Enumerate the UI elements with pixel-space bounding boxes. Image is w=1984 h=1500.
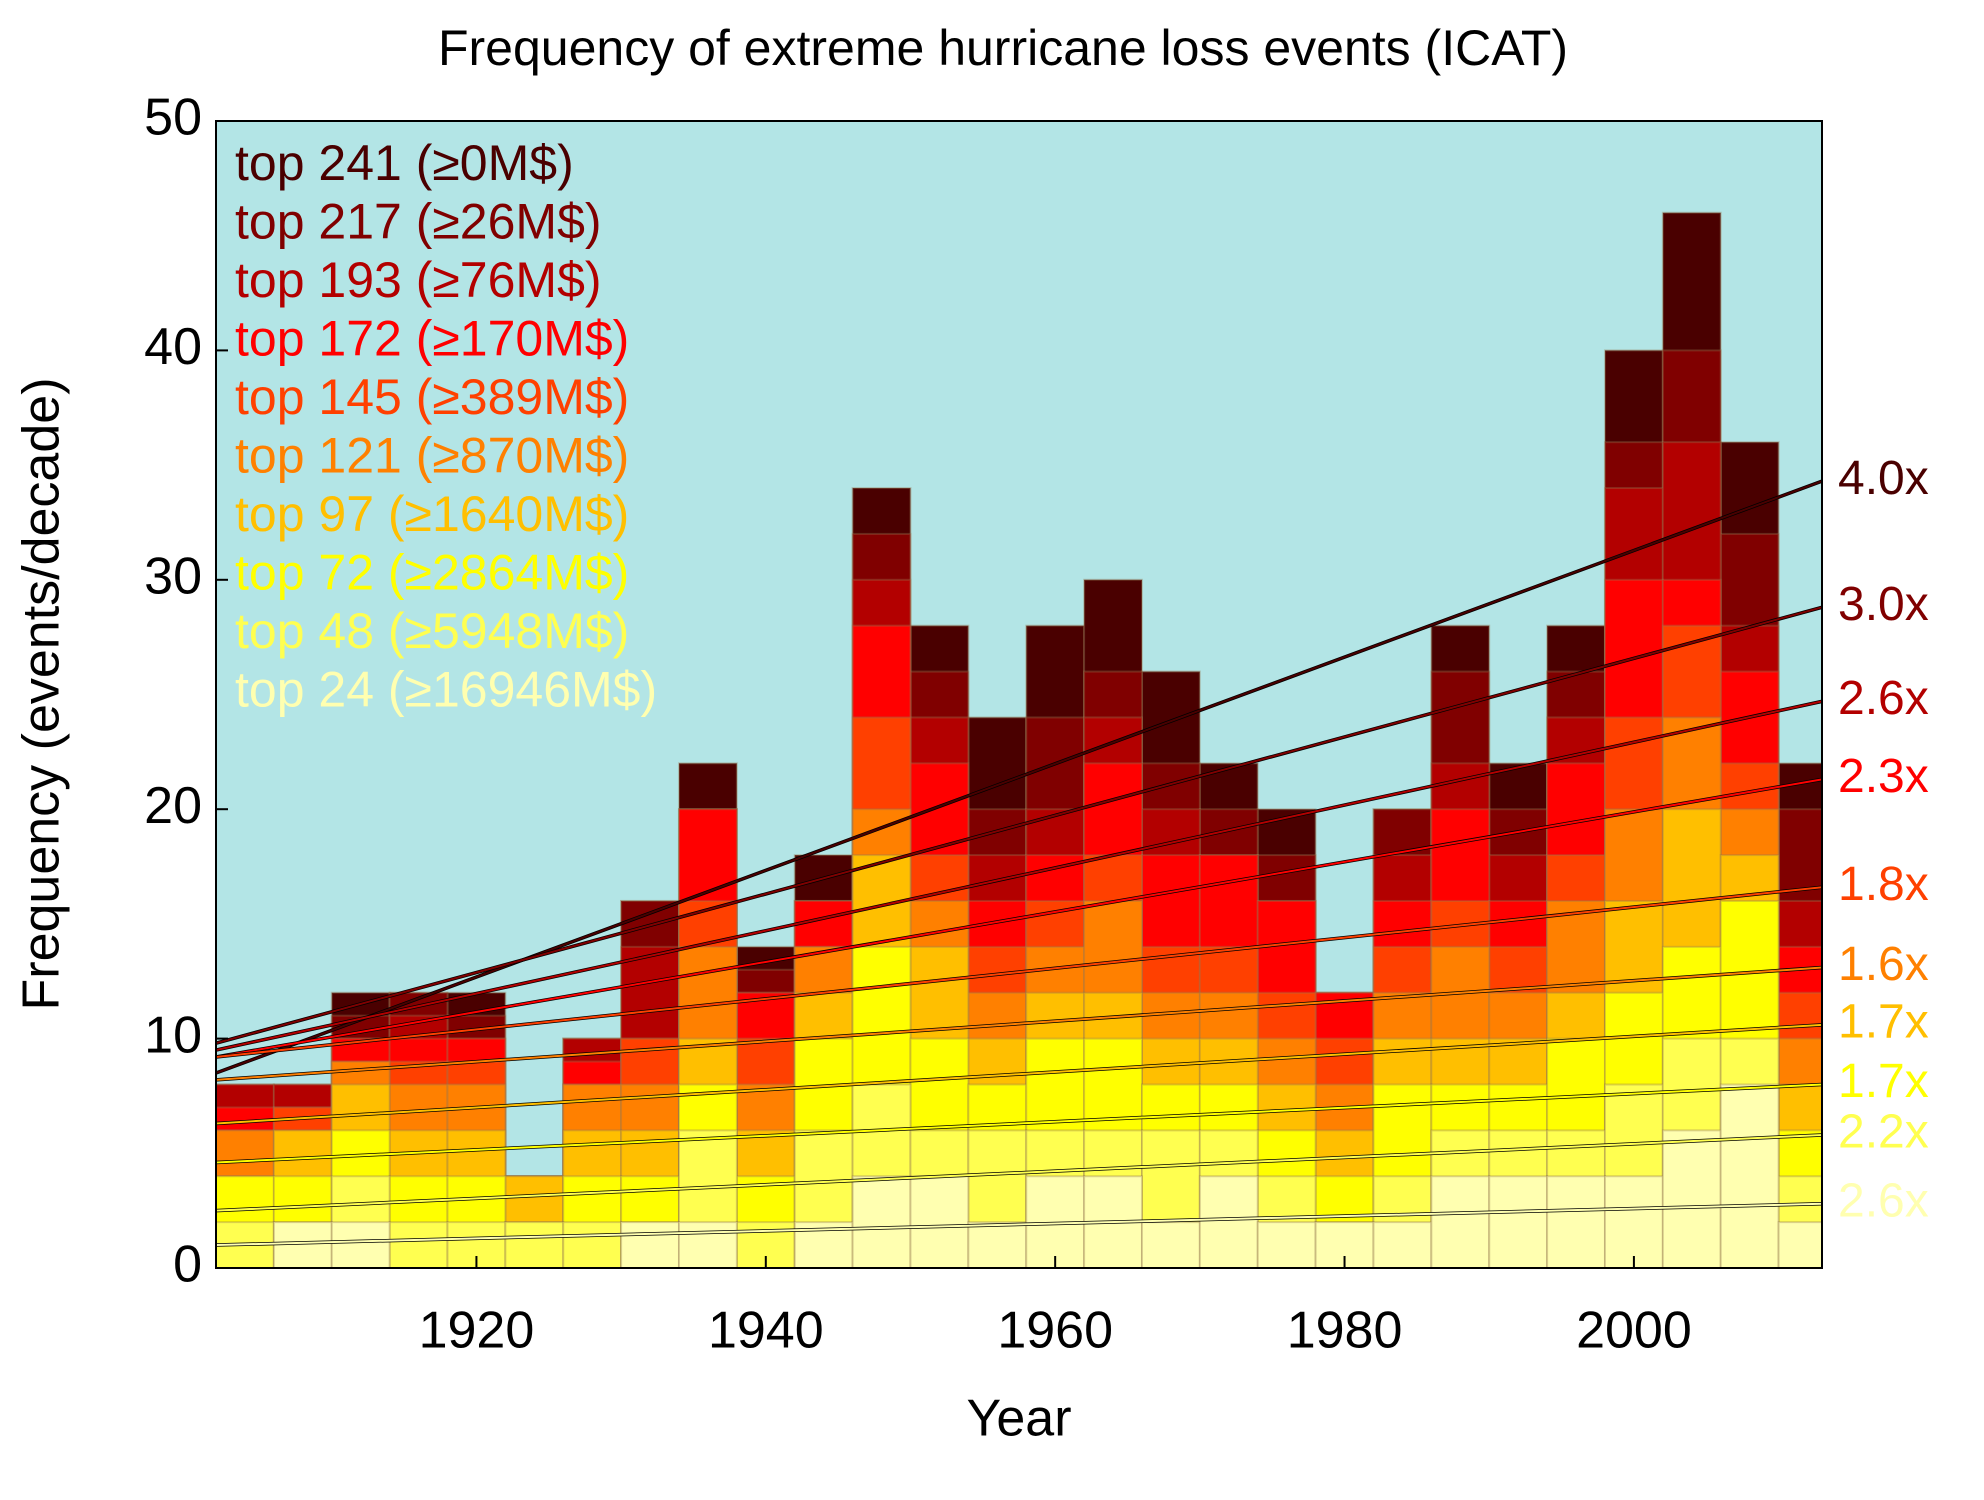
plot-frame	[215, 120, 1823, 1269]
trend-label: 4.0x	[1838, 452, 1929, 505]
trend-label: 2.2x	[1838, 1106, 1929, 1159]
trend-line	[215, 886, 1823, 1058]
legend-entry: top 48 (≥5948M$)	[235, 603, 629, 659]
y-tick-label: 40	[144, 318, 202, 376]
x-tick-label: 1980	[1287, 1302, 1403, 1360]
step-bar	[909, 1175, 970, 1269]
chart-title: Frequency of extreme hurricane loss even…	[438, 20, 1568, 76]
trend-label: 2.6x	[1838, 672, 1929, 725]
trend-label: 2.3x	[1838, 750, 1929, 803]
step-bar	[1719, 1083, 1780, 1269]
x-tick-label: 1940	[708, 1302, 824, 1360]
y-tick-label: 20	[144, 777, 202, 835]
y-tick-label: 10	[144, 1006, 202, 1064]
trend-line	[215, 1083, 1823, 1164]
trend-line	[215, 966, 1823, 1081]
y-axis-label: Frequency (events/decade)	[13, 377, 71, 1010]
legend-entry: top 217 (≥26M$)	[235, 194, 602, 250]
trend-line	[215, 1133, 1823, 1212]
trend-label: 2.6x	[1838, 1174, 1929, 1227]
step-bar	[620, 1221, 680, 1269]
legend-entry: top 172 (≥170M$)	[235, 311, 629, 367]
step-bar	[677, 1221, 738, 1269]
trend-label: 3.0x	[1838, 578, 1929, 631]
trend-label: 1.7x	[1838, 996, 1929, 1049]
legend-entry: top 72 (≥2864M$)	[235, 545, 629, 601]
legend-entry: top 241 (≥0M$)	[235, 135, 574, 191]
step-bar	[1372, 1221, 1433, 1269]
step-bar	[1546, 1175, 1606, 1269]
x-axis-label: Year	[966, 1390, 1071, 1448]
trend-line	[215, 1202, 1823, 1247]
trend-line	[215, 778, 1823, 1058]
step-bar	[388, 1221, 449, 1269]
legend-entry: top 145 (≥389M$)	[235, 369, 629, 425]
bars	[215, 211, 1824, 1270]
trend-line	[215, 480, 1823, 1074]
y-tick-label: 50	[144, 89, 202, 147]
legend-entry: top 121 (≥870M$)	[235, 428, 629, 484]
step-bar	[1661, 1129, 1722, 1269]
legend-entry: top 97 (≥1640M$)	[235, 486, 629, 542]
y-tick-label: 30	[144, 548, 202, 606]
step-bar	[1488, 1175, 1549, 1269]
step-bar	[1603, 1175, 1664, 1269]
trend-label: 1.6x	[1838, 938, 1929, 991]
x-tick-label: 1920	[419, 1302, 535, 1360]
legend-entry: top 24 (≥16946M$)	[235, 662, 657, 718]
step-bar	[1140, 1221, 1201, 1269]
step-bar	[1430, 1175, 1491, 1269]
step-bar	[851, 1175, 912, 1269]
step-bar	[1777, 1221, 1824, 1269]
step-bar	[330, 1221, 391, 1269]
step-bar	[504, 1221, 565, 1269]
trend-label: 1.8x	[1838, 858, 1929, 911]
step-bar	[562, 1221, 623, 1269]
step-bar	[967, 1221, 1028, 1269]
trend-label: 1.7x	[1838, 1055, 1929, 1108]
trend-line	[215, 700, 1823, 1052]
step-bar	[1256, 1221, 1317, 1269]
x-tick-label: 2000	[1576, 1302, 1692, 1360]
legend-entry: top 193 (≥76M$)	[235, 252, 602, 308]
trend-line	[215, 1023, 1823, 1125]
x-tick-label: 1960	[997, 1302, 1113, 1360]
trend-line	[215, 606, 1823, 1045]
step-bar	[1198, 1175, 1259, 1269]
y-tick-label: 0	[173, 1236, 202, 1294]
